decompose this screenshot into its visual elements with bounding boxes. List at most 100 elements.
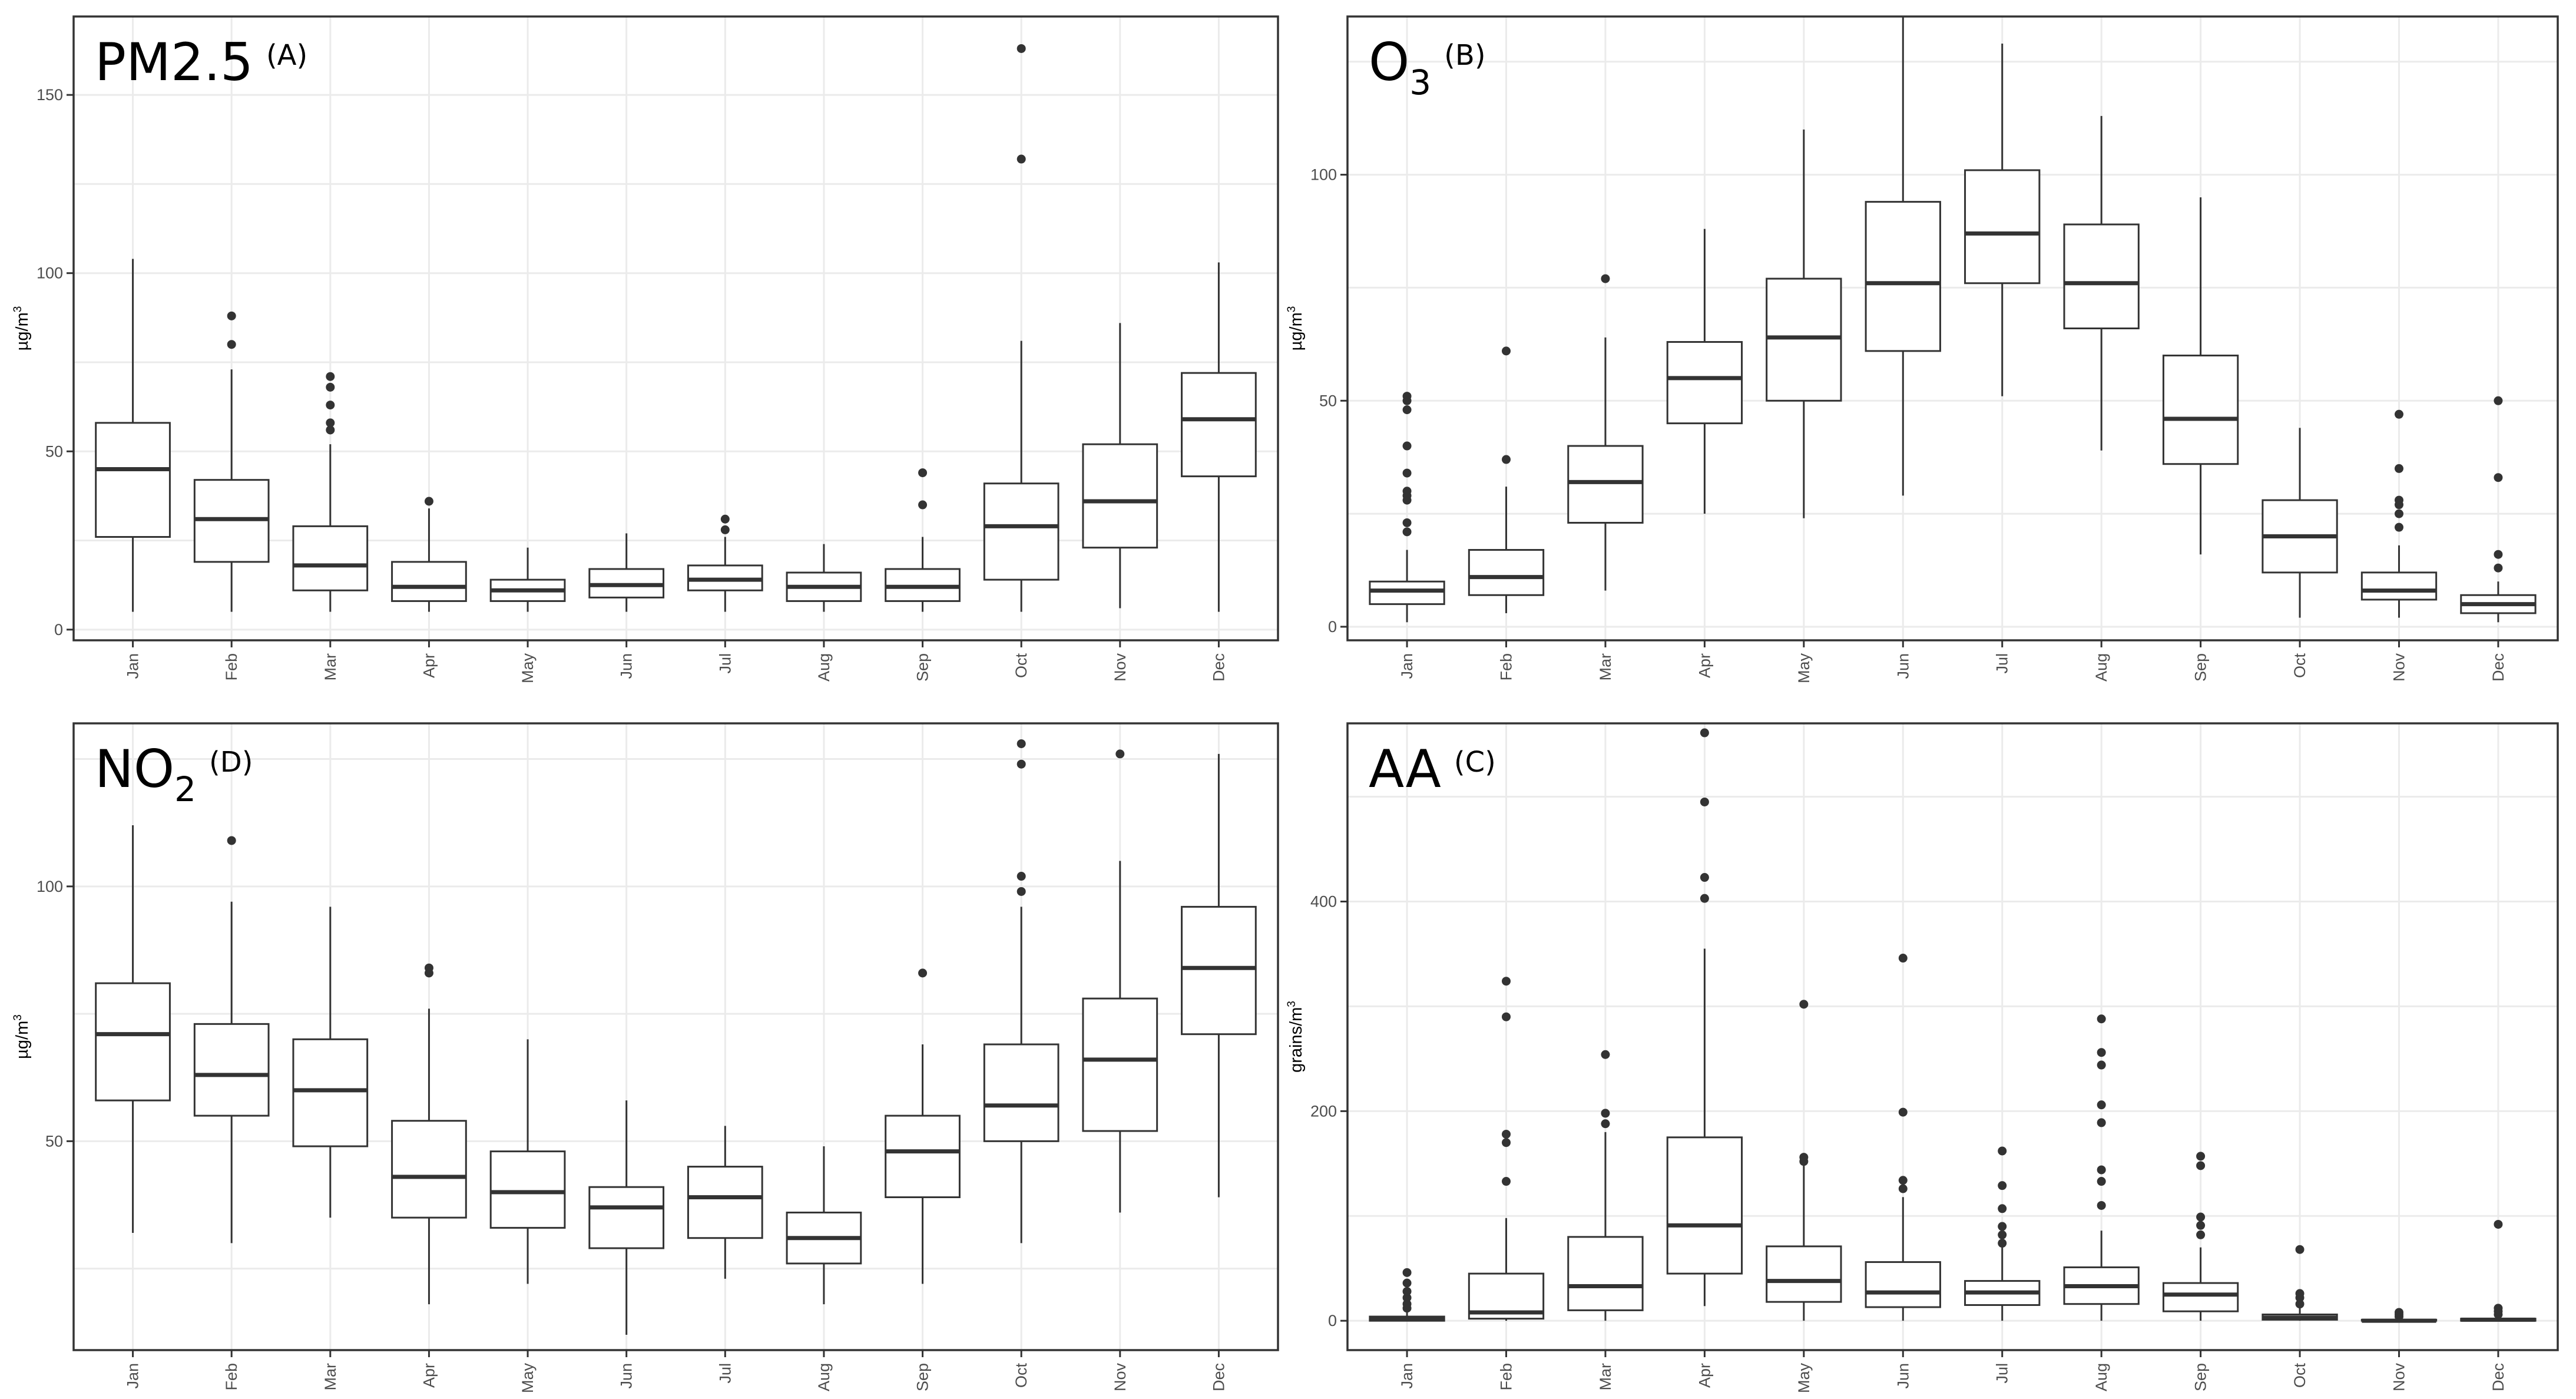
- box-jun: [1865, 954, 1941, 1321]
- box-iqr: [687, 1166, 763, 1239]
- outlier-point: [2196, 1221, 2206, 1230]
- panel-o3: 0 50 100 Jan Feb Mar Apr May Jun Jul Aug Sep Oct Nov D…: [1286, 15, 2559, 683]
- outlier-point: [2394, 509, 2403, 518]
- box-iqr: [1666, 1136, 1743, 1275]
- box-dec: [1181, 753, 1257, 1198]
- outlier-point: [1502, 977, 1511, 986]
- x-tick-label: Apr: [1696, 1363, 1713, 1388]
- outlier-point: [2196, 1152, 2206, 1161]
- outlier-point: [2394, 464, 2403, 473]
- box-mar: [292, 907, 369, 1218]
- outlier-point: [2494, 563, 2503, 573]
- box-iqr: [983, 1043, 1059, 1142]
- box-mar: [292, 372, 369, 612]
- outlier-point: [1898, 1184, 1908, 1193]
- box-sep: [2162, 1152, 2239, 1321]
- box-iqr: [1567, 445, 1644, 524]
- x-tick-label: Feb: [223, 653, 240, 681]
- x-tick-label: Feb: [223, 1363, 240, 1391]
- box-iqr: [95, 982, 171, 1102]
- box-jan: [95, 825, 171, 1233]
- box-iqr: [588, 1186, 665, 1249]
- outlier-point: [1017, 739, 1026, 749]
- box-may: [1766, 129, 1842, 518]
- outlier-point: [2097, 1118, 2106, 1127]
- x-tick-label: Nov: [1111, 653, 1129, 682]
- outlier-point: [424, 497, 433, 506]
- outlier-point: [1502, 1129, 1511, 1139]
- panel-title: AA (C): [1369, 739, 1496, 799]
- box-apr: [391, 497, 467, 612]
- box-nov: [2360, 409, 2438, 618]
- outlier-point: [1502, 1012, 1511, 1021]
- y-tick-label: 150: [37, 86, 63, 104]
- box-jul: [1964, 44, 2041, 396]
- panel-border: [1346, 15, 2559, 641]
- box-oct: [2262, 1245, 2338, 1321]
- panel-letter: (D): [209, 746, 253, 779]
- box-iqr: [391, 1120, 467, 1219]
- x-tick-label: Jan: [1398, 653, 1416, 679]
- outlier-point: [2097, 1100, 2106, 1110]
- outlier-point: [1502, 1138, 1511, 1147]
- outlier-point: [2196, 1230, 2206, 1239]
- outlier-point: [1601, 274, 1610, 283]
- x-tick-label: Mar: [1597, 653, 1614, 681]
- outlier-point: [1700, 797, 1709, 806]
- panel-title: PM2.5 (A): [95, 32, 307, 92]
- box-iqr: [2162, 355, 2239, 465]
- panel-title-main: PM2.5: [95, 32, 253, 92]
- box-dec: [1181, 262, 1257, 612]
- x-tick-label: Feb: [1498, 1363, 1515, 1391]
- outlier-point: [1402, 1293, 1412, 1302]
- outlier-point: [1402, 1299, 1412, 1309]
- y-tick-label: 50: [45, 1132, 63, 1150]
- outlier-point: [1402, 1278, 1412, 1288]
- box-iqr: [1766, 277, 1842, 402]
- box-dec: [2460, 1219, 2537, 1322]
- outlier-point: [1799, 1000, 1809, 1009]
- box-jul: [1964, 1146, 2041, 1321]
- outlier-point: [2394, 1308, 2403, 1317]
- box-iqr: [2360, 571, 2438, 601]
- y-axis-title-unit: µg/m: [1287, 312, 1306, 350]
- box-iqr: [95, 422, 171, 538]
- box-sep: [885, 468, 961, 612]
- outlier-point: [2196, 1212, 2206, 1222]
- outlier-point: [2097, 1014, 2106, 1024]
- panel-pm25: 0 50 100 150 Jan Feb Mar Apr May Jun Jul Aug Sep Oct N…: [12, 15, 1279, 683]
- outlier-point: [1700, 728, 1709, 737]
- box-jan: [1369, 1268, 1445, 1322]
- outlier-point: [2097, 1200, 2106, 1210]
- outlier-point: [326, 372, 335, 381]
- outlier-point: [1998, 1204, 2007, 1213]
- panel-aa: 0 200 400 Jan Feb Mar Apr May Jun Jul Aug Sep Oct Nov…: [1286, 722, 2559, 1393]
- outlier-point: [1998, 1146, 2007, 1156]
- box-apr: [391, 963, 467, 1305]
- outlier-point: [1017, 759, 1026, 769]
- outlier-point: [1402, 468, 1412, 478]
- outlier-point: [2295, 1289, 2305, 1298]
- outlier-point: [1017, 44, 1026, 53]
- y-tick-label: 400: [1310, 892, 1337, 910]
- box-feb: [193, 311, 270, 612]
- x-tick-label: Dec: [1210, 653, 1227, 682]
- y-tick-label: 0: [54, 621, 63, 639]
- box-feb: [1468, 346, 1545, 613]
- x-tick-label: Aug: [815, 653, 833, 682]
- outlier-point: [1898, 954, 1908, 963]
- y-axis-title-superscript: 3: [1286, 1001, 1298, 1007]
- x-tick-label: Mar: [322, 1363, 339, 1391]
- x-tick-label: Sep: [914, 1363, 932, 1391]
- outlier-point: [326, 418, 335, 428]
- x-tick-label: Oct: [2291, 1363, 2309, 1388]
- box-aug: [786, 1146, 862, 1305]
- x-tick-label: Jul: [716, 653, 734, 674]
- panel-letter: (B): [1444, 39, 1485, 72]
- box-jan: [1369, 392, 1445, 623]
- x-tick-label: Oct: [1012, 1363, 1030, 1388]
- outlier-point: [1402, 1286, 1412, 1296]
- y-axis-title: µg/m3: [12, 1014, 32, 1059]
- outlier-point: [1402, 405, 1412, 415]
- y-axis-title: µg/m3: [1286, 306, 1306, 351]
